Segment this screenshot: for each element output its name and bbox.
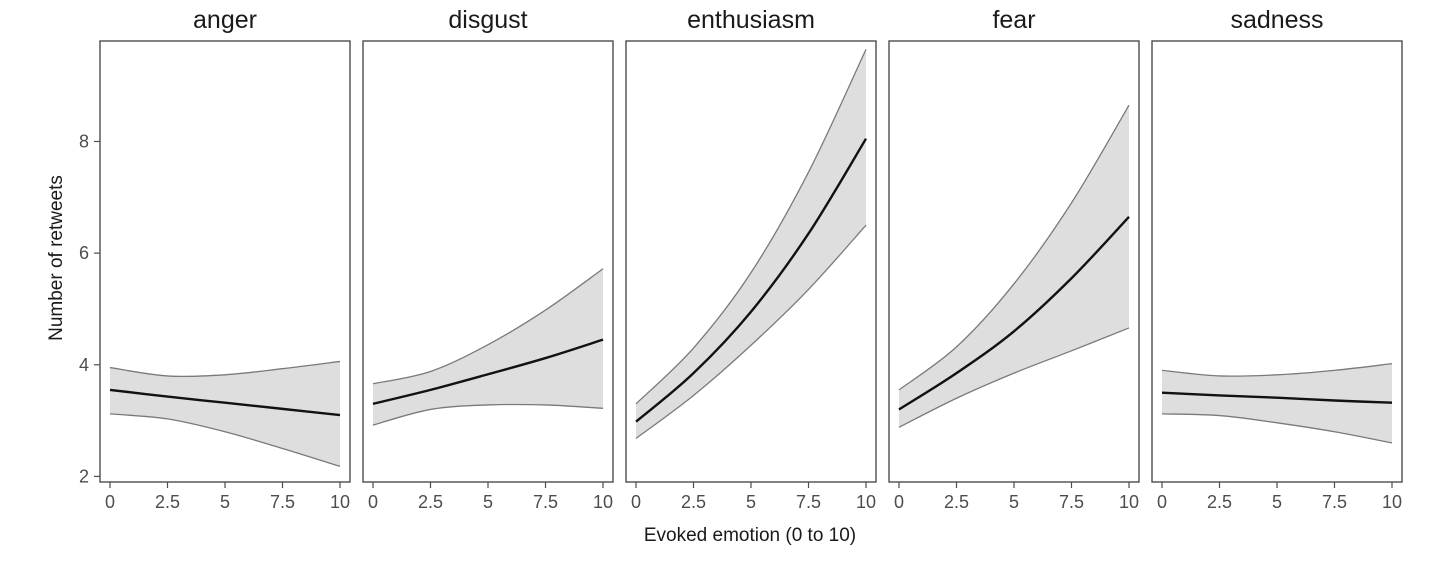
x-tick-label: 10 bbox=[1119, 492, 1139, 512]
x-tick-label: 10 bbox=[856, 492, 876, 512]
x-tick-label: 10 bbox=[1382, 492, 1402, 512]
fit-line bbox=[109, 388, 341, 417]
x-tick-label: 0 bbox=[894, 492, 904, 512]
fit-line bbox=[898, 216, 1130, 411]
confidence-band bbox=[1162, 363, 1392, 443]
x-tick-label: 5 bbox=[220, 492, 230, 512]
x-tick-label: 2.5 bbox=[418, 492, 443, 512]
facet-title: disgust bbox=[448, 6, 527, 34]
y-axis: 2 4 6 8 bbox=[79, 131, 100, 486]
confidence-band bbox=[899, 105, 1129, 428]
facet-sadness: sadness 0 2.5 5 7.5 10 bbox=[1151, 6, 1403, 512]
band-upper-edge bbox=[109, 360, 341, 378]
y-tick-label: 8 bbox=[79, 131, 89, 151]
x-tick-label: 2.5 bbox=[944, 492, 969, 512]
band-upper-edge bbox=[635, 49, 867, 405]
facet-title: fear bbox=[992, 6, 1035, 34]
confidence-band bbox=[636, 49, 866, 439]
facet-title: enthusiasm bbox=[687, 6, 815, 34]
fit-line bbox=[1161, 391, 1393, 404]
fit-line bbox=[635, 138, 868, 423]
x-tick-label: 5 bbox=[483, 492, 493, 512]
band-upper-edge bbox=[898, 104, 1130, 391]
facet-anger: anger 0 2.5 5 7.5 10 bbox=[99, 6, 351, 512]
x-tick-label: 7.5 bbox=[796, 492, 821, 512]
band-lower-edge bbox=[1161, 413, 1393, 444]
facet-disgust: disgust 0 2.5 5 7.5 10 bbox=[362, 6, 614, 512]
band-lower-edge bbox=[898, 327, 1130, 428]
y-tick-label: 6 bbox=[79, 243, 89, 263]
x-tick-label: 0 bbox=[105, 492, 115, 512]
band-lower-edge bbox=[109, 413, 341, 467]
x-tick-label: 10 bbox=[593, 492, 613, 512]
x-tick-label: 2.5 bbox=[155, 492, 180, 512]
x-tick-label: 2.5 bbox=[681, 492, 706, 512]
x-axis-title: Evoked emotion (0 to 10) bbox=[644, 525, 856, 546]
x-tick-label: 7.5 bbox=[270, 492, 295, 512]
y-tick-label: 4 bbox=[79, 355, 89, 375]
band-lower-edge bbox=[372, 403, 604, 426]
confidence-band bbox=[373, 268, 603, 426]
x-tick-label: 0 bbox=[368, 492, 378, 512]
x-tick-label: 7.5 bbox=[1059, 492, 1084, 512]
band-upper-edge bbox=[372, 268, 604, 385]
band-lower-edge bbox=[635, 224, 867, 439]
facet-title: sadness bbox=[1230, 6, 1323, 34]
x-tick-label: 0 bbox=[631, 492, 641, 512]
facet-fear: fear 0 2.5 5 7.5 10 bbox=[888, 6, 1140, 512]
facet-title: anger bbox=[193, 6, 257, 34]
y-axis-title: Number of retweets bbox=[46, 175, 67, 341]
facet-enthusiasm: enthusiasm 0 2.5 5 7.5 10 bbox=[625, 6, 877, 512]
band-upper-edge bbox=[1161, 363, 1393, 377]
x-tick-label: 7.5 bbox=[533, 492, 558, 512]
x-tick-label: 7.5 bbox=[1322, 492, 1347, 512]
x-tick-label: 0 bbox=[1157, 492, 1167, 512]
confidence-band bbox=[110, 361, 340, 467]
x-tick-label: 5 bbox=[1009, 492, 1019, 512]
fit-line bbox=[372, 338, 604, 406]
x-tick-label: 10 bbox=[330, 492, 350, 512]
x-tick-label: 5 bbox=[746, 492, 756, 512]
y-tick-label: 2 bbox=[79, 466, 89, 486]
x-tick-label: 2.5 bbox=[1207, 492, 1232, 512]
x-tick-label: 5 bbox=[1272, 492, 1282, 512]
